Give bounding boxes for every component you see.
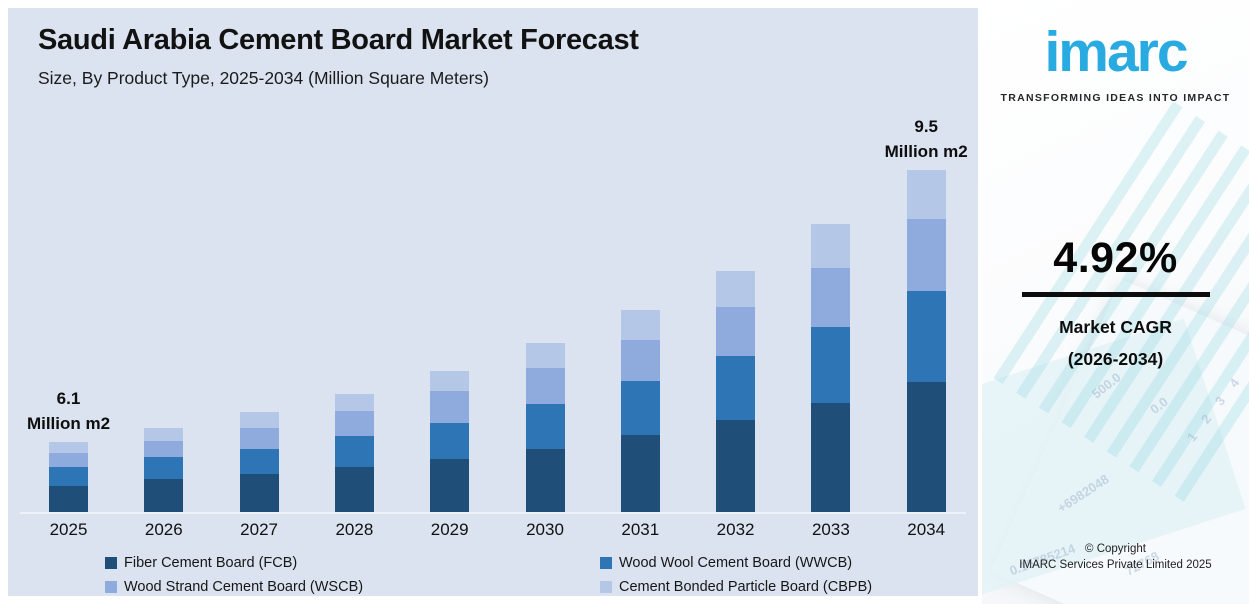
legend-swatch-icon	[105, 581, 117, 593]
legend-item-3: Cement Bonded Particle Board (CBPB)	[600, 579, 872, 595]
cagr-label-line2: (2026-2034)	[1067, 349, 1164, 369]
bar-segment-2027-series1	[239, 449, 279, 474]
chart-title: Saudi Arabia Cement Board Market Forecas…	[38, 24, 639, 56]
bar-segment-2033-series2	[811, 268, 851, 327]
stacked-bar-2027	[239, 412, 279, 512]
bar-segment-2031-series1	[620, 381, 660, 435]
bar-segment-2026-series0	[144, 479, 184, 512]
bar-segment-2029-series0	[430, 459, 470, 512]
bar-segment-2029-series1	[430, 423, 470, 459]
legend-swatch-icon	[105, 557, 117, 569]
imarc-logo-tagline: TRANSFORMING IDEAS INTO IMPACT	[1000, 92, 1231, 104]
legend-label: Fiber Cement Board (FCB)	[124, 555, 298, 571]
bar-annotation-2025: 6.1 Million m2	[26, 389, 111, 433]
legend-swatch-icon	[600, 581, 612, 593]
x-axis-label-2034: 2034	[907, 520, 946, 539]
stacked-bar-2030	[525, 343, 565, 512]
bar-segment-2033-series3	[811, 224, 851, 268]
legend-swatch-icon	[600, 557, 612, 569]
x-axis-label-2031: 2031	[621, 520, 660, 539]
x-axis-label-2028: 2028	[335, 520, 374, 539]
x-axis-line	[20, 512, 966, 514]
cagr-divider	[1021, 292, 1210, 297]
legend-label: Wood Strand Cement Board (WSCB)	[124, 579, 364, 595]
bar-segment-2034-series2	[906, 219, 946, 291]
bar-segment-2030-series0	[525, 449, 565, 512]
copyright-line2: IMARC Services Private Limited 2025	[1019, 559, 1212, 571]
bar-segment-2027-series2	[239, 428, 279, 449]
bar-segment-2027-series3	[239, 412, 279, 428]
bar-segment-2025-series3	[49, 442, 88, 453]
bar-segment-2031-series2	[620, 340, 660, 381]
imarc-logo: imarc TRANSFORMING IDEAS INTO IMPACT	[982, 16, 1249, 104]
bar-segment-2032-series1	[716, 356, 756, 420]
stacked-bar-2032	[716, 271, 756, 512]
bar-segment-2033-series0	[811, 403, 851, 512]
bar-segment-2032-series3	[716, 271, 756, 307]
bar-segment-2034-series3	[906, 170, 946, 219]
bar-segment-2032-series2	[716, 307, 756, 356]
brand-panel: 500.0 0.0 1 2 3 4 +6982048 0.15785214 72768 i…	[982, 0, 1249, 604]
stacked-bar-2026	[144, 428, 184, 512]
bar-segment-2028-series0	[334, 467, 374, 512]
stacked-bar-2029	[430, 370, 470, 512]
bar-segment-2025-series0	[49, 486, 88, 512]
x-axis-label-2032: 2032	[716, 520, 755, 539]
stacked-bar-2034	[906, 170, 946, 512]
legend-item-2: Wood Strand Cement Board (WSCB)	[105, 579, 363, 595]
bar-segment-2030-series3	[525, 343, 565, 368]
bar-segment-2031-series0	[620, 435, 660, 512]
background-number-text: +6982048	[1054, 471, 1112, 516]
bar-segment-2028-series1	[334, 436, 374, 467]
bar-segment-2029-series2	[430, 391, 470, 423]
legend-item-1: Wood Wool Cement Board (WWCB)	[600, 555, 852, 571]
bar-segment-2025-series2	[49, 453, 88, 467]
stacked-bar-2031	[620, 310, 660, 512]
background-number-text: 1 2 3 4	[1183, 370, 1246, 445]
stacked-bar-2028	[334, 393, 374, 512]
cagr-block: 4.92% Market CAGR (2026-2034)	[982, 234, 1249, 375]
x-axis-label-2025: 2025	[49, 520, 88, 539]
x-axis-label-2026: 2026	[144, 520, 183, 539]
cagr-label-line1: Market CAGR	[1059, 317, 1172, 337]
bar-segment-2033-series1	[811, 327, 851, 403]
bar-segment-2025-series1	[49, 467, 88, 486]
bar-segment-2034-series0	[906, 382, 946, 512]
bar-segment-2029-series3	[430, 370, 470, 391]
bar-segment-2032-series0	[716, 420, 756, 512]
x-axis-label-2029: 2029	[430, 520, 469, 539]
background-number-text: 0.0	[1147, 394, 1171, 417]
x-axis-label-2027: 2027	[240, 520, 278, 539]
legend-label: Cement Bonded Particle Board (CBPB)	[619, 579, 873, 595]
bar-segment-2026-series3	[144, 428, 184, 441]
legend-item-0: Fiber Cement Board (FCB)	[105, 555, 297, 571]
imarc-logo-text: imarc	[1044, 20, 1188, 84]
chart-panel: Saudi Arabia Cement Board Market Forecas…	[8, 8, 978, 596]
bar-segment-2026-series1	[144, 457, 184, 479]
copyright: © Copyright IMARC Services Private Limit…	[982, 541, 1249, 573]
stacked-bar-2033	[811, 224, 851, 512]
bar-segment-2028-series2	[334, 411, 374, 436]
bar-segment-2030-series1	[525, 404, 565, 449]
chart-subtitle: Size, By Product Type, 2025-2034 (Millio…	[38, 68, 490, 88]
bar-segment-2028-series3	[334, 393, 374, 411]
bar-segment-2034-series1	[906, 291, 946, 382]
cagr-value: 4.92%	[1053, 234, 1178, 282]
stacked-bar-2025	[49, 442, 88, 512]
bar-annotation-2034: 9.5 Million m2	[884, 117, 968, 161]
bar-segment-2027-series0	[239, 474, 279, 512]
x-axis-label-2030: 2030	[526, 520, 564, 539]
legend-label: Wood Wool Cement Board (WWCB)	[619, 555, 853, 571]
bar-segment-2026-series2	[144, 441, 184, 457]
x-axis-label-2033: 2033	[811, 520, 850, 539]
bar-segment-2030-series2	[525, 368, 565, 404]
bar-segment-2031-series3	[620, 310, 660, 340]
copyright-line1: © Copyright	[1085, 543, 1146, 555]
